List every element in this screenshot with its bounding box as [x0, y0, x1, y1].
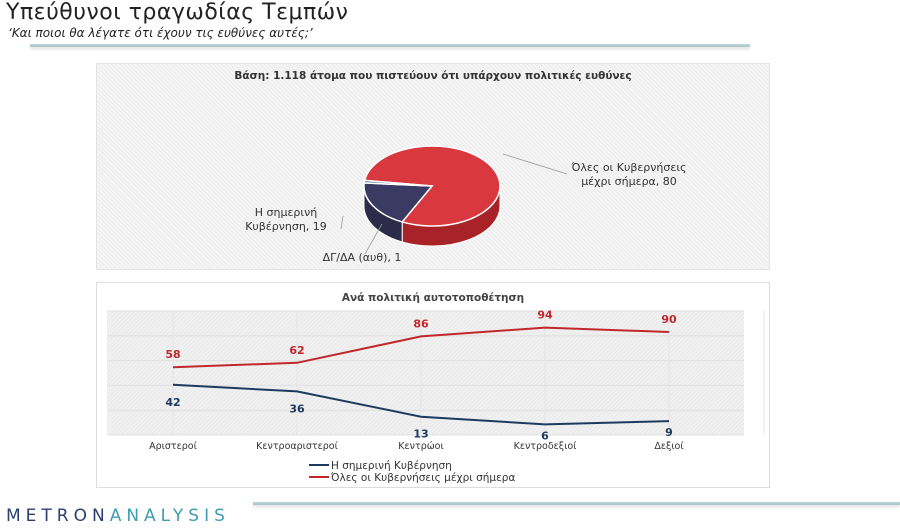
data-label: 9 [665, 426, 673, 439]
line-chart-title: Ανά πολιτική αυτοτοποθέτηση [342, 292, 524, 304]
page-title: Υπεύθυνοι τραγωδίας Τεμπών [6, 0, 349, 25]
leader-line-all-governments [502, 153, 568, 175]
data-label: 13 [413, 428, 428, 441]
series-line-0 [172, 383, 670, 426]
pie-label-all-governments: Όλες οι Κυβερνήσεις μέχρι σήμερα, 80 [559, 161, 699, 189]
x-tick-label: Κεντρώοι [398, 441, 443, 452]
pie-label-all-governments-line2: μέχρι σήμερα, 80 [581, 175, 677, 188]
data-label: 94 [537, 309, 553, 322]
x-tick-label: Αριστεροί [149, 441, 197, 452]
leader-line-current-government [340, 215, 344, 230]
pie-slice-1 [363, 182, 434, 223]
pie-label-current-government: Η σημερινή Κυβέρνηση, 19 [231, 206, 341, 234]
pie-label-current-government-line2: Κυβέρνηση, 19 [245, 220, 327, 233]
data-label: 90 [661, 313, 677, 326]
x-tick-label: Κεντροδεξιοί [514, 441, 578, 452]
pie-label-dk-na: ΔΓ/ΔΑ (αυθ), 1 [322, 251, 402, 264]
pie-label-current-government-line1: Η σημερινή [254, 206, 318, 219]
pie-slice-2 [363, 179, 433, 187]
data-label: 6 [541, 429, 549, 442]
pie-chart-panel: Βάση: 1.118 άτομα που πιστεύουν ότι υπάρ… [96, 63, 770, 270]
x-tick-label: Δεξιοί [654, 441, 684, 452]
footer-divider [253, 502, 900, 505]
legend-label-0: Η σημερινή Κυβέρνηση [331, 460, 452, 472]
data-label: 58 [165, 348, 180, 361]
pie-chart-title: Βάση: 1.118 άτομα που πιστεύουν ότι υπάρ… [234, 70, 632, 82]
header-divider [30, 44, 750, 47]
data-label: 42 [165, 396, 180, 409]
leader-line-dk-na [364, 223, 383, 255]
line-chart-panel: Ανά πολιτική αυτοτοποθέτηση 42 36 13 6 9 58 62 8… [96, 282, 770, 488]
data-label: 86 [413, 317, 429, 330]
data-label: 62 [289, 344, 304, 357]
x-tick-label: Κεντροαριστεροί [256, 441, 338, 452]
logo-text-metron: METRON [6, 506, 110, 526]
series-line-1 [172, 326, 670, 369]
legend-label-1: Όλες οι Κυβερνήσεις μέχρι σήμερα [330, 472, 515, 484]
data-label: 36 [289, 402, 305, 415]
page-subtitle: ‘Και ποιοι θα λέγατε ότι έχουν τις ευθύν… [8, 26, 313, 40]
metron-analysis-logo: METRONANALYSIS [6, 506, 230, 526]
line-chart: Ανά πολιτική αυτοτοποθέτηση 42 36 13 6 9 58 62 8… [107, 292, 765, 484]
pie-chart [340, 145, 568, 255]
logo-text-analysis: ANALYSIS [109, 506, 230, 526]
pie-label-all-governments-line1: Όλες οι Κυβερνήσεις [571, 161, 687, 174]
